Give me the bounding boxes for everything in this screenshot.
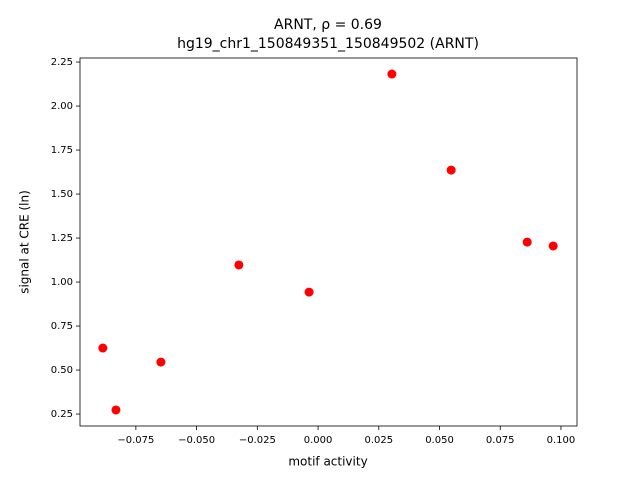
x-tick-label: −0.075 [117, 435, 154, 446]
point [548, 241, 558, 251]
point [234, 260, 244, 270]
point [522, 237, 532, 247]
point [111, 405, 121, 415]
y-tick-label: 1.75 [51, 145, 73, 156]
x-tick-label: −0.050 [178, 435, 215, 446]
x-axis-label: motif activity [288, 455, 367, 469]
y-tick-label: 0.50 [51, 365, 73, 376]
y-tick-label: 1.50 [51, 189, 73, 200]
x-tick-label: 0.000 [304, 435, 333, 446]
x-tick-label: 0.075 [486, 435, 515, 446]
x-tick-label: −0.025 [239, 435, 276, 446]
y-tick-label: 1.25 [51, 233, 73, 244]
y-axis-label: signal at CRE (ln) [18, 190, 32, 294]
x-tick-label: 0.050 [425, 435, 454, 446]
plot-frame [79, 57, 578, 427]
y-tick-label: 2.00 [51, 101, 73, 112]
point [98, 343, 108, 353]
point [156, 357, 166, 367]
point [387, 69, 397, 79]
chart-subtitle: hg19_chr1_150849351_150849502 (ARNT) [177, 36, 479, 52]
y-tick-label: 0.25 [51, 409, 73, 420]
x-tick-label: 0.025 [364, 435, 393, 446]
x-tick-label: 0.100 [547, 435, 576, 446]
point [446, 165, 456, 175]
point [304, 287, 314, 297]
chart-title: ARNT, ρ = 0.69 [274, 17, 382, 33]
y-tick-label: 2.25 [51, 57, 73, 68]
y-tick-label: 0.75 [51, 321, 73, 332]
y-tick-label: 1.00 [51, 277, 73, 288]
